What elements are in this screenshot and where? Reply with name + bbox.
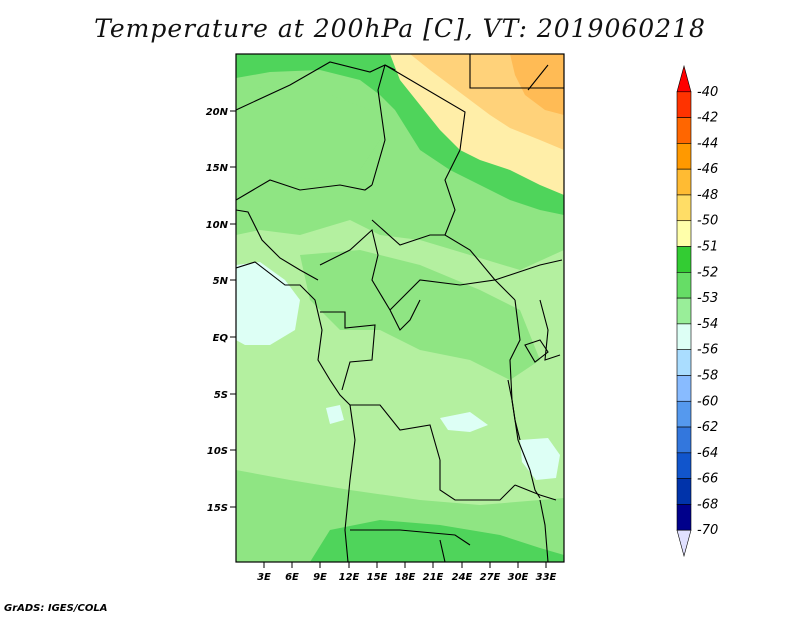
colorbar-swatch [676, 272, 692, 299]
colorbar-swatch [676, 504, 692, 531]
nile-feature [527, 64, 549, 91]
map-frame [235, 53, 565, 563]
colorbar-label: -53 [697, 291, 718, 306]
border-sudan-south [494, 259, 563, 281]
colorbar-label: -44 [697, 136, 718, 151]
border-uganda-kenya [539, 299, 561, 361]
colorbar-swatch [676, 426, 692, 454]
colorbar: -40 -42 -44 -46 -48 -50 -51 -52 -53 -54 -56 -58 -60 -… [676, 64, 718, 558]
lat-axis: 20N 15N 10N 5N EQ 5S 10S 15S [206, 107, 236, 514]
lat-label-10n: 10N [206, 220, 229, 231]
border-drc-east [509, 299, 531, 471]
lon-label-21e: 21E [423, 572, 444, 583]
lon-label-12e: 12E [339, 572, 360, 583]
border-nigeria-north [236, 179, 373, 201]
border-chad-sudan [444, 149, 461, 236]
colorbar-swatch [676, 297, 692, 325]
border-car-north [371, 219, 496, 281]
colorbar-swatch [676, 349, 692, 376]
colorbar-swatch [676, 91, 692, 118]
lake-tanganyika [507, 379, 521, 441]
colorbar-swatch [676, 220, 692, 247]
border-cameroon [319, 228, 391, 311]
colorbar-label: -42 [697, 111, 718, 126]
field-cyan-small [326, 405, 344, 424]
colorbar-label: -54 [697, 317, 718, 332]
colorbar-swatch [676, 529, 692, 558]
lat-label-5n: 5N [213, 276, 229, 287]
lon-axis: 3E 6E 9E 12E 15E 18E 21E 24E 27E 30E 33E [257, 562, 557, 583]
border-drc-congo [389, 299, 421, 331]
colorbar-label: -46 [697, 162, 718, 177]
lon-label-30e: 30E [508, 572, 529, 583]
coast-gulf [236, 209, 319, 281]
colorbar-label: -50 [697, 214, 718, 229]
lon-label-24e: 24E [452, 572, 473, 583]
border-car-south [389, 279, 516, 311]
border-botswana [439, 539, 446, 562]
border-gabon-congo [320, 311, 376, 391]
country-borders [236, 54, 564, 562]
lake-malawi [529, 469, 541, 499]
field-mid-green-central [300, 250, 540, 380]
lon-label-33e: 33E [536, 572, 557, 583]
colorbar-label: -48 [697, 188, 718, 203]
lat-label-20n: 20N [206, 107, 229, 118]
border-zambia [514, 484, 557, 501]
colorbar-swatch [676, 400, 692, 428]
colorbar-swatch [676, 194, 692, 222]
border-angola-east [439, 460, 516, 501]
chart-title: Temperature at 200hPa [C], VT: 201906021… [94, 14, 706, 43]
field-mid-green-west-north [236, 85, 380, 180]
field-cyan-mid [440, 412, 488, 432]
border-chad-libya [384, 64, 466, 151]
grads-credit: GrADS: IGES/COLA [4, 603, 108, 614]
border-namibia [350, 529, 471, 546]
lake-victoria [524, 339, 549, 363]
field-cyan-west [236, 262, 300, 345]
colorbar-label: -68 [697, 497, 718, 512]
colorbar-swatch [676, 323, 692, 350]
colorbar-swatch [676, 64, 692, 93]
border-coast-west [236, 261, 356, 562]
colorbar-swatch [676, 117, 692, 144]
colorbar-label: -64 [697, 446, 718, 461]
colorbar-label: -66 [697, 472, 718, 487]
colorbar-swatch [676, 168, 692, 196]
border-angola-north [350, 404, 441, 461]
lon-label-6e: 6E [285, 572, 299, 583]
colorbar-swatch [676, 452, 692, 479]
colorbar-label: -40 [697, 85, 718, 100]
lat-label-15n: 15N [206, 163, 229, 174]
border-mozambique [539, 499, 549, 562]
colorbar-label: -58 [697, 368, 718, 383]
colorbar-swatch [676, 246, 692, 273]
field-orange [510, 54, 564, 115]
colorbar-label: -52 [697, 265, 718, 280]
colorbar-swatch [676, 143, 692, 170]
colorbar-swatch [676, 375, 692, 402]
colorbar-label: -56 [697, 343, 718, 358]
colorbar-label: -70 [697, 523, 718, 538]
lon-label-3e: 3E [257, 572, 271, 583]
colorbar-label: -51 [697, 240, 718, 255]
lon-label-27e: 27E [480, 572, 501, 583]
lat-label-5s: 5S [214, 390, 228, 401]
lat-label-15s: 15S [207, 503, 228, 514]
colorbar-label: -62 [697, 420, 718, 435]
border-niger-chad [371, 64, 386, 186]
lon-label-18e: 18E [395, 572, 416, 583]
border-egypt-libya [469, 54, 564, 89]
lat-label-10s: 10S [207, 446, 228, 457]
colorbar-swatch [676, 478, 692, 505]
lon-label-9e: 9E [313, 572, 327, 583]
lat-label-eq: EQ [213, 333, 229, 344]
colorbar-label: -60 [697, 394, 718, 409]
lon-label-15e: 15E [367, 572, 388, 583]
